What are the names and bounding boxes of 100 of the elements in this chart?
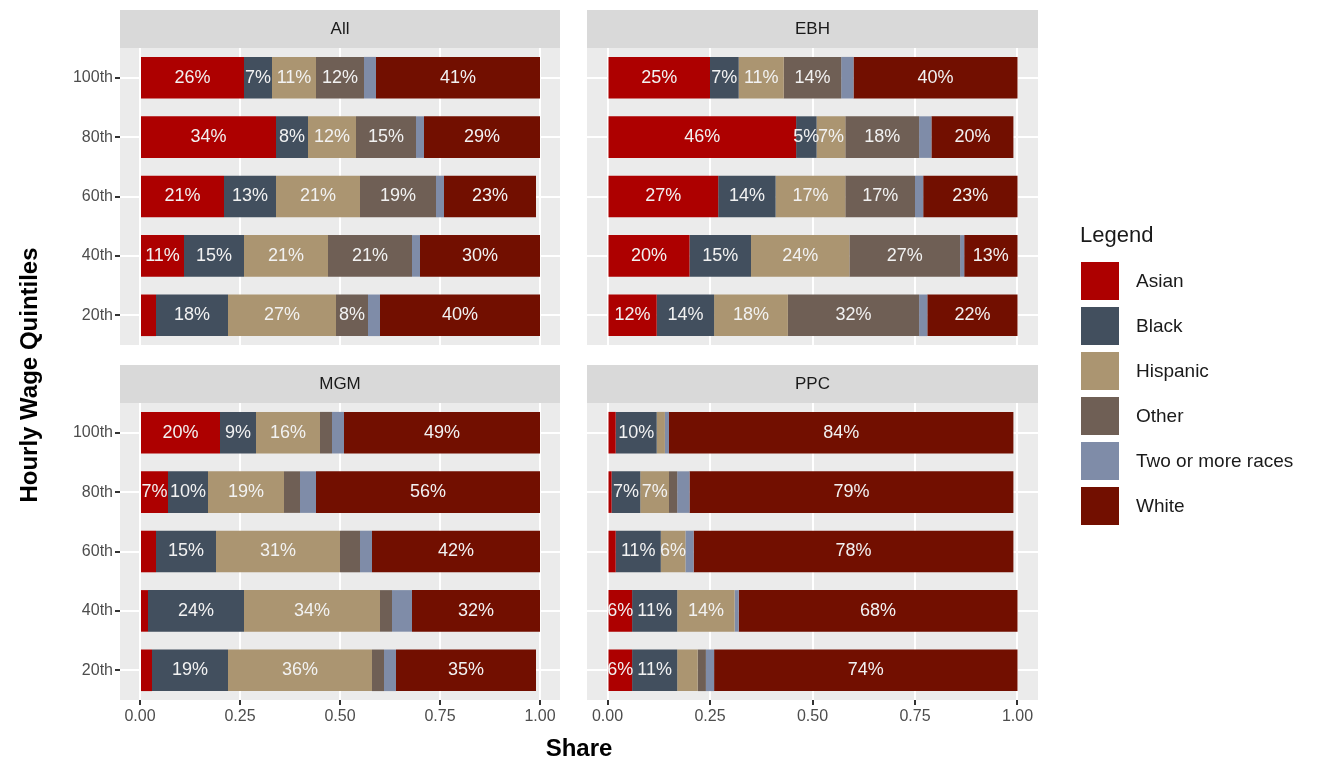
- bar: [608, 175, 719, 218]
- bar: [845, 116, 920, 158]
- chart-title: PPC: [587, 365, 1038, 403]
- data-label: 18%: [864, 126, 901, 147]
- x-tick-label: 0.00: [124, 707, 156, 725]
- data-label: 8%: [278, 126, 306, 147]
- data-label: 46%: [684, 126, 721, 147]
- bar: [412, 235, 420, 277]
- data-label: 15%: [702, 244, 739, 265]
- bar: [228, 294, 336, 337]
- bar: [141, 56, 244, 99]
- bar: [396, 649, 536, 692]
- data-label: 56%: [409, 481, 447, 502]
- data-label: 20%: [630, 244, 668, 265]
- x-tick-label: 0.50: [796, 707, 829, 725]
- bar: [141, 411, 220, 454]
- data-label: 84%: [823, 421, 860, 442]
- data-label: 15%: [195, 244, 233, 265]
- bar: [697, 649, 706, 692]
- bar: [141, 175, 224, 218]
- bar: [328, 235, 412, 277]
- bar: [300, 471, 316, 513]
- data-label: 30%: [461, 244, 499, 265]
- bar: [380, 590, 392, 632]
- data-label: 24%: [177, 599, 215, 620]
- data-label: 79%: [833, 481, 870, 502]
- data-label: 20%: [954, 126, 991, 147]
- bar: [368, 294, 380, 337]
- bar: [216, 530, 340, 573]
- bar: [344, 411, 540, 454]
- chart-title: MGM: [120, 365, 560, 403]
- data-label: 74%: [847, 659, 884, 680]
- x-axis-title: Share: [545, 734, 613, 762]
- bar: [412, 590, 540, 632]
- data-label: 10%: [169, 481, 207, 502]
- data-label: 12%: [313, 126, 351, 147]
- bar: [420, 235, 540, 277]
- data-label: 21%: [164, 185, 201, 206]
- bar: [436, 175, 444, 218]
- y-tick-label: 60th: [81, 541, 113, 559]
- data-label: 24%: [782, 244, 819, 265]
- bar: [960, 235, 965, 277]
- data-label: 14%: [667, 304, 704, 325]
- data-label: 15%: [367, 126, 405, 147]
- data-label: 29%: [463, 126, 501, 147]
- data-label: 11%: [743, 66, 779, 87]
- legend-title: Legend: [1080, 222, 1155, 248]
- data-label: 18%: [173, 304, 211, 325]
- bar: [284, 471, 300, 513]
- data-label: 14%: [794, 66, 831, 87]
- bar: [372, 649, 384, 692]
- data-label: 26%: [174, 66, 211, 87]
- y-tick-label: 60th: [81, 186, 113, 204]
- bar: [705, 649, 715, 692]
- bar: [669, 411, 1014, 454]
- bar: [915, 175, 924, 218]
- data-label: 19%: [227, 481, 265, 502]
- y-tick-label: 80th: [81, 482, 113, 500]
- data-label: 17%: [792, 185, 829, 206]
- data-label: 23%: [952, 185, 989, 206]
- bar: [845, 175, 915, 218]
- bar: [360, 175, 436, 218]
- bar: [332, 411, 344, 454]
- bar: [380, 294, 540, 337]
- data-label: 12%: [321, 66, 359, 87]
- data-label: 20%: [162, 421, 199, 442]
- data-label: 12%: [614, 304, 651, 325]
- data-label: 27%: [886, 244, 923, 265]
- data-label: 11%: [276, 66, 312, 87]
- data-label: 7%: [141, 481, 168, 502]
- bar: [276, 175, 360, 218]
- bar: [608, 530, 616, 573]
- data-label: 36%: [281, 659, 319, 680]
- data-label: 78%: [835, 540, 872, 561]
- data-label: 9%: [224, 421, 252, 442]
- data-label: 10%: [618, 421, 655, 442]
- data-label: 25%: [641, 66, 678, 87]
- bar: [372, 530, 540, 573]
- bar: [919, 116, 932, 158]
- bar: [677, 649, 698, 692]
- bar: [689, 235, 751, 277]
- data-label: 11%: [145, 244, 180, 265]
- bar: [141, 649, 152, 692]
- y-axis-title: Hourly Wage Quintiles: [14, 247, 43, 503]
- data-label: 7%: [244, 66, 272, 87]
- data-label: 13%: [231, 185, 269, 206]
- y-tick-label: 80th: [81, 127, 113, 145]
- data-label: 19%: [379, 185, 417, 206]
- data-label: 32%: [457, 599, 495, 620]
- bar: [931, 116, 1014, 158]
- data-label: 34%: [293, 599, 331, 620]
- bar: [392, 590, 412, 632]
- data-label: 14%: [687, 599, 724, 620]
- data-label: 21%: [299, 185, 337, 206]
- bar: [141, 590, 148, 632]
- bar: [244, 235, 328, 277]
- bar: [376, 56, 540, 99]
- data-label: 7%: [711, 66, 738, 87]
- legend-label: Black: [1136, 314, 1183, 337]
- data-label: 16%: [269, 421, 307, 442]
